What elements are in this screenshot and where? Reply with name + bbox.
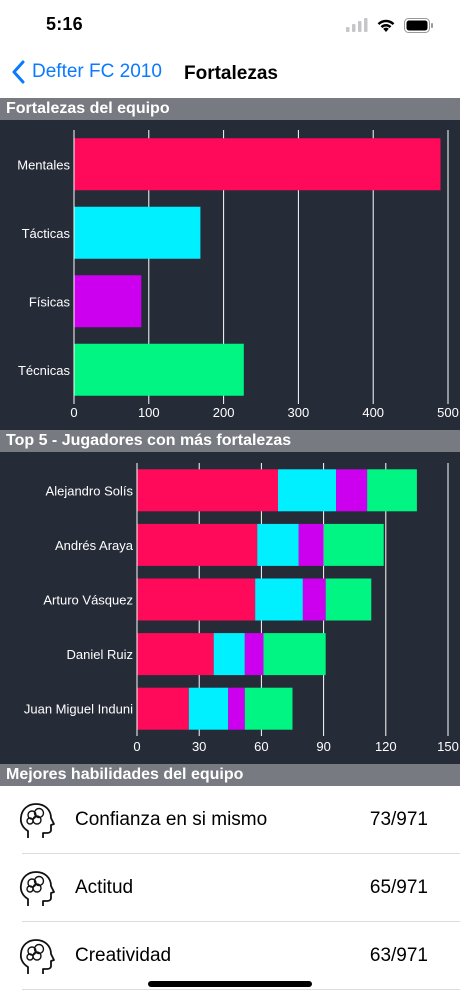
bar-segment [137, 523, 258, 566]
navigation-bar: Defter FC 2010 Fortalezas [0, 50, 460, 98]
category-label: Arturo Vásquez [43, 593, 133, 608]
page-title: Fortalezas [184, 63, 278, 84]
top-players-chart-panel: Alejandro Solís Andrés Araya Arturo Vásque… [0, 452, 460, 764]
skill-name: Confianza en si mismo [75, 809, 268, 830]
skill-value: 65/971 [369, 877, 428, 898]
bar-segment [137, 687, 189, 730]
bar [74, 138, 441, 191]
bar-segment [137, 578, 256, 621]
tick-label: 120 [375, 739, 397, 754]
home-indicator [148, 981, 312, 987]
bar-segment [263, 633, 326, 676]
bar-segment [302, 578, 326, 621]
tick-label: 90 [316, 739, 330, 754]
bar-segment [137, 633, 214, 676]
team-strengths-chart-panel: Mentales Tácticas Físicas Técnicas 0 100 200 30… [0, 120, 460, 430]
brain-head-icon [19, 939, 55, 974]
category-label: Técnicas [18, 363, 71, 378]
bar-segment [244, 633, 264, 676]
section-header-team-strengths: Fortalezas del equipo [0, 98, 460, 120]
divider [22, 989, 460, 990]
tick-label: 200 [213, 405, 235, 420]
bar-segment [188, 687, 229, 730]
bar-segment [323, 523, 384, 566]
bar-segment [257, 523, 299, 566]
tick-label: 30 [192, 739, 206, 754]
bar-segment [228, 687, 245, 730]
bar [74, 206, 201, 259]
skill-row[interactable]: Actitud 65/971 [0, 854, 460, 922]
bar-segment [298, 523, 324, 566]
divider [22, 921, 460, 922]
status-icons [346, 16, 434, 34]
category-label: Alejandro Solís [46, 483, 134, 498]
wifi-icon [377, 19, 395, 32]
back-label: Defter FC 2010 [32, 61, 162, 82]
category-label: Tácticas [22, 226, 71, 241]
bar [74, 343, 244, 396]
category-label: Juan Miguel Induni [24, 702, 133, 717]
bar-segment [325, 578, 372, 621]
category-label: Andrés Araya [55, 538, 134, 553]
status-bar: 5:16 [0, 0, 460, 50]
bar-segment [137, 469, 278, 512]
team-strengths-chart: Mentales Tácticas Físicas Técnicas 0 100 200 30… [17, 130, 459, 420]
bar [74, 275, 142, 328]
tick-label: 0 [70, 405, 77, 420]
skill-row[interactable]: Confianza en si mismo 73/971 [0, 786, 460, 854]
tick-label: 100 [138, 405, 160, 420]
status-time: 5:16 [46, 14, 83, 34]
top-players-chart: Alejandro Solís Andrés Araya Arturo Vásque… [24, 463, 459, 754]
bar-segment [255, 578, 303, 621]
category-label: Daniel Ruiz [67, 647, 133, 662]
tick-label: 400 [362, 405, 384, 420]
category-label: Físicas [29, 294, 71, 309]
tick-label: 300 [288, 405, 310, 420]
brain-head-icon [19, 871, 55, 906]
bar-segment [277, 469, 337, 512]
skill-value: 63/971 [369, 945, 428, 966]
category-label: Mentales [17, 157, 70, 172]
tick-label: 150 [437, 739, 459, 754]
skill-name: Actitud [75, 877, 134, 898]
signal-icon [346, 18, 368, 32]
chevron-left-icon [12, 60, 25, 84]
tick-label: 500 [437, 405, 459, 420]
section-header-best-skills: Mejores habilidades del equipo [0, 764, 460, 786]
brain-head-icon [19, 803, 55, 838]
bar-segment [244, 687, 293, 730]
skill-row[interactable]: Creatividad 63/971 [0, 922, 460, 990]
back-button[interactable]: Defter FC 2010 [12, 60, 162, 84]
tick-label: 0 [133, 739, 140, 754]
bar-segment [336, 469, 368, 512]
bar-segment [213, 633, 245, 676]
skills-list: Confianza en si mismo 73/971 Actitud 65/… [0, 786, 460, 996]
section-header-top-players: Top 5 - Jugadores con más fortalezas [0, 430, 460, 452]
bar-segment [367, 469, 417, 512]
battery-icon [404, 17, 433, 33]
divider [22, 853, 460, 854]
skill-name: Creatividad [75, 945, 172, 966]
tick-label: 60 [254, 739, 268, 754]
skill-value: 73/971 [369, 809, 428, 830]
